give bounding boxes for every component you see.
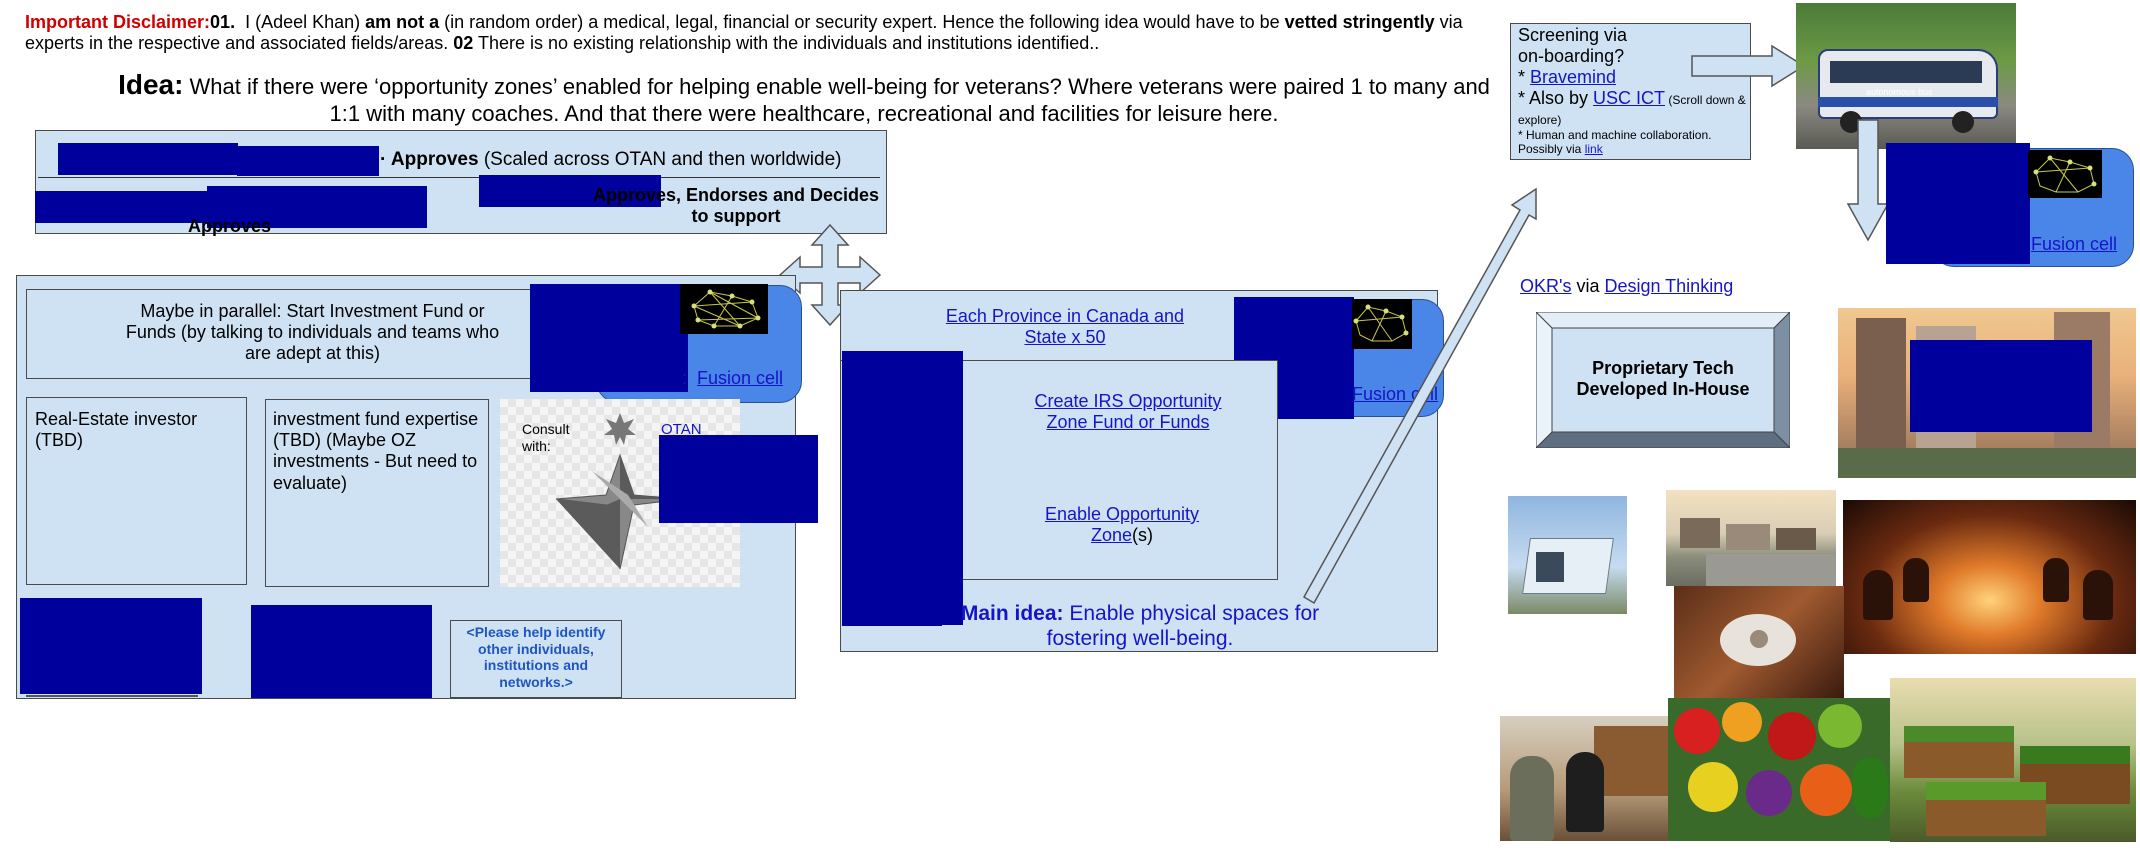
garden-beds-photo <box>1890 678 2136 842</box>
redaction <box>659 435 818 523</box>
autonomous-bus-photo: autonomous bus <box>1796 3 2016 149</box>
disclaimer-number-2: 02 <box>453 33 474 54</box>
screening-line-2: on-boarding? <box>1518 46 1625 67</box>
approvals-row-2: Approves, Endorses and Decides to suppor… <box>592 185 880 227</box>
consult-text: Consult with: <box>522 421 570 454</box>
redaction <box>207 186 427 228</box>
main-idea: Main idea: Enable physical spaces for fo… <box>930 602 1350 652</box>
four-way-arrow-icon <box>778 223 882 327</box>
disclaimer-part-2: (in random order) a medical, legal, fina… <box>439 12 1285 32</box>
meditation-circle-photo <box>1843 500 2136 654</box>
down-arrow-icon <box>1846 119 1890 242</box>
disclaimer-bold-2: vetted stringently <box>1284 12 1435 32</box>
redaction <box>842 600 942 626</box>
okr-via: via <box>1571 276 1605 296</box>
bravemind-link[interactable]: Bravemind <box>1530 67 1617 88</box>
possibly-text: Possibly via <box>1518 142 1585 157</box>
usc-ict-link[interactable]: USC ICT <box>1593 87 1666 108</box>
otan-link[interactable]: OTAN <box>661 421 702 438</box>
bullet: * <box>1518 67 1531 88</box>
bus-label: autonomous bus <box>1866 87 1933 97</box>
okr-link[interactable]: OKR's <box>1520 276 1572 296</box>
approvals-divider <box>38 177 880 178</box>
real-estate-box <box>26 397 247 585</box>
scroll-text: (Scroll down & explore) <box>1518 92 1746 127</box>
approvals-row-1: · Approves (Scaled across OTAN and then … <box>380 149 842 170</box>
main-idea-text: Enable physical spaces for fostering wel… <box>1046 602 1320 650</box>
proprietary-text: Proprietary Tech Developed In-House <box>1576 358 1750 400</box>
network-graph-icon <box>680 284 768 334</box>
idea-statement: Idea: What if there were ‘opportunity zo… <box>118 68 1490 127</box>
veteran-counseling-photo <box>1500 716 1670 841</box>
help-text: <Please help identify other individuals,… <box>466 624 606 690</box>
disclaimer-number-1: 01. <box>210 12 236 32</box>
approvals-row-1-rest: (Scaled across OTAN and then worldwide) <box>478 149 842 170</box>
redaction <box>58 143 238 175</box>
also-by-text: * Also by <box>1518 87 1594 108</box>
fusion-cell-link-right[interactable]: Fusion cell <box>2031 234 2118 254</box>
disclaimer-bold-1: am not a <box>365 12 440 32</box>
redaction <box>237 146 379 176</box>
disclaimer-part-1: I (Adeel Khan) <box>235 12 366 32</box>
possibly-link[interactable]: link <box>1584 142 1603 157</box>
proprietary-bevel-box: Proprietary Tech Developed In-House <box>1536 312 1790 448</box>
screening-text: Screening via on-boarding? * Bravemind *… <box>1518 25 1748 157</box>
right-arrow-icon <box>1691 44 1806 88</box>
disclaimer: Important Disclaimer:01. I (Adeel Khan) … <box>25 12 1490 54</box>
idea-text: What if there were ‘opportunity zones’ e… <box>183 74 1490 127</box>
real-estate-text: Real-Estate investor (TBD) <box>35 409 198 451</box>
screening-line-1: Screening via <box>1518 25 1628 45</box>
fusion-cell-prefix-left: : <box>682 368 688 388</box>
redaction <box>251 605 432 698</box>
fruits-vegetables-photo <box>1668 698 1890 841</box>
parallel-box <box>26 289 586 379</box>
enable-zone: Enable Opportunity Zone(s) <box>1030 504 1214 546</box>
disclaimer-part-4: There is no existing relationship with t… <box>473 33 1100 54</box>
investment-text: investment fund expertise (TBD) (Maybe O… <box>273 409 479 493</box>
redaction <box>842 351 963 625</box>
design-thinking-link[interactable]: Design Thinking <box>1604 276 1734 296</box>
fusion-cell-link-left[interactable]: Fusion cell <box>697 368 784 388</box>
screening-box <box>1510 23 1751 160</box>
modular-house-photo <box>1508 496 1627 614</box>
okr-line: OKR's via Design Thinking <box>1520 276 1733 297</box>
main-idea-label: Main idea: <box>960 602 1064 625</box>
irs-fund-link[interactable]: Create IRS Opportunity Zone Fund or Fund… <box>1034 391 1222 433</box>
network-graph-icon <box>2028 150 2102 198</box>
province-link[interactable]: Each Province in Canada and State x 50 <box>945 306 1185 348</box>
disclaimer-part-3: via experts in the respective and associ… <box>25 12 1463 54</box>
kitchen-bowl-photo <box>1674 586 1844 698</box>
human-machine-text: * Human and machine collaboration. <box>1518 128 1712 143</box>
redaction <box>530 284 688 392</box>
network-graph-icon <box>1352 299 1412 349</box>
suburban-street-photo <box>1666 490 1836 586</box>
compass-star-icon <box>555 413 685 570</box>
redaction-underline <box>26 695 198 697</box>
redaction <box>20 598 202 694</box>
approvals-row-2-left: Approves <box>188 216 272 236</box>
redaction <box>1910 340 2092 432</box>
redaction <box>35 191 210 223</box>
redaction <box>479 175 661 207</box>
opportunity-zone-box <box>960 360 1278 580</box>
diagonal-arrow-icon <box>1302 187 1537 605</box>
enable-zone-suffix: (s) <box>1132 525 1154 546</box>
investment-box <box>265 399 489 587</box>
disclaimer-label: Important Disclaimer: <box>25 12 211 32</box>
approvals-row-1-bold: Approves <box>390 149 479 170</box>
parallel-text: Maybe in parallel: Start Investment Fund… <box>125 301 500 364</box>
help-box <box>450 620 622 698</box>
redaction <box>1886 143 2030 264</box>
enable-zone-link[interactable]: Enable Opportunity Zone <box>1044 504 1200 546</box>
idea-label: Idea: <box>118 69 184 100</box>
